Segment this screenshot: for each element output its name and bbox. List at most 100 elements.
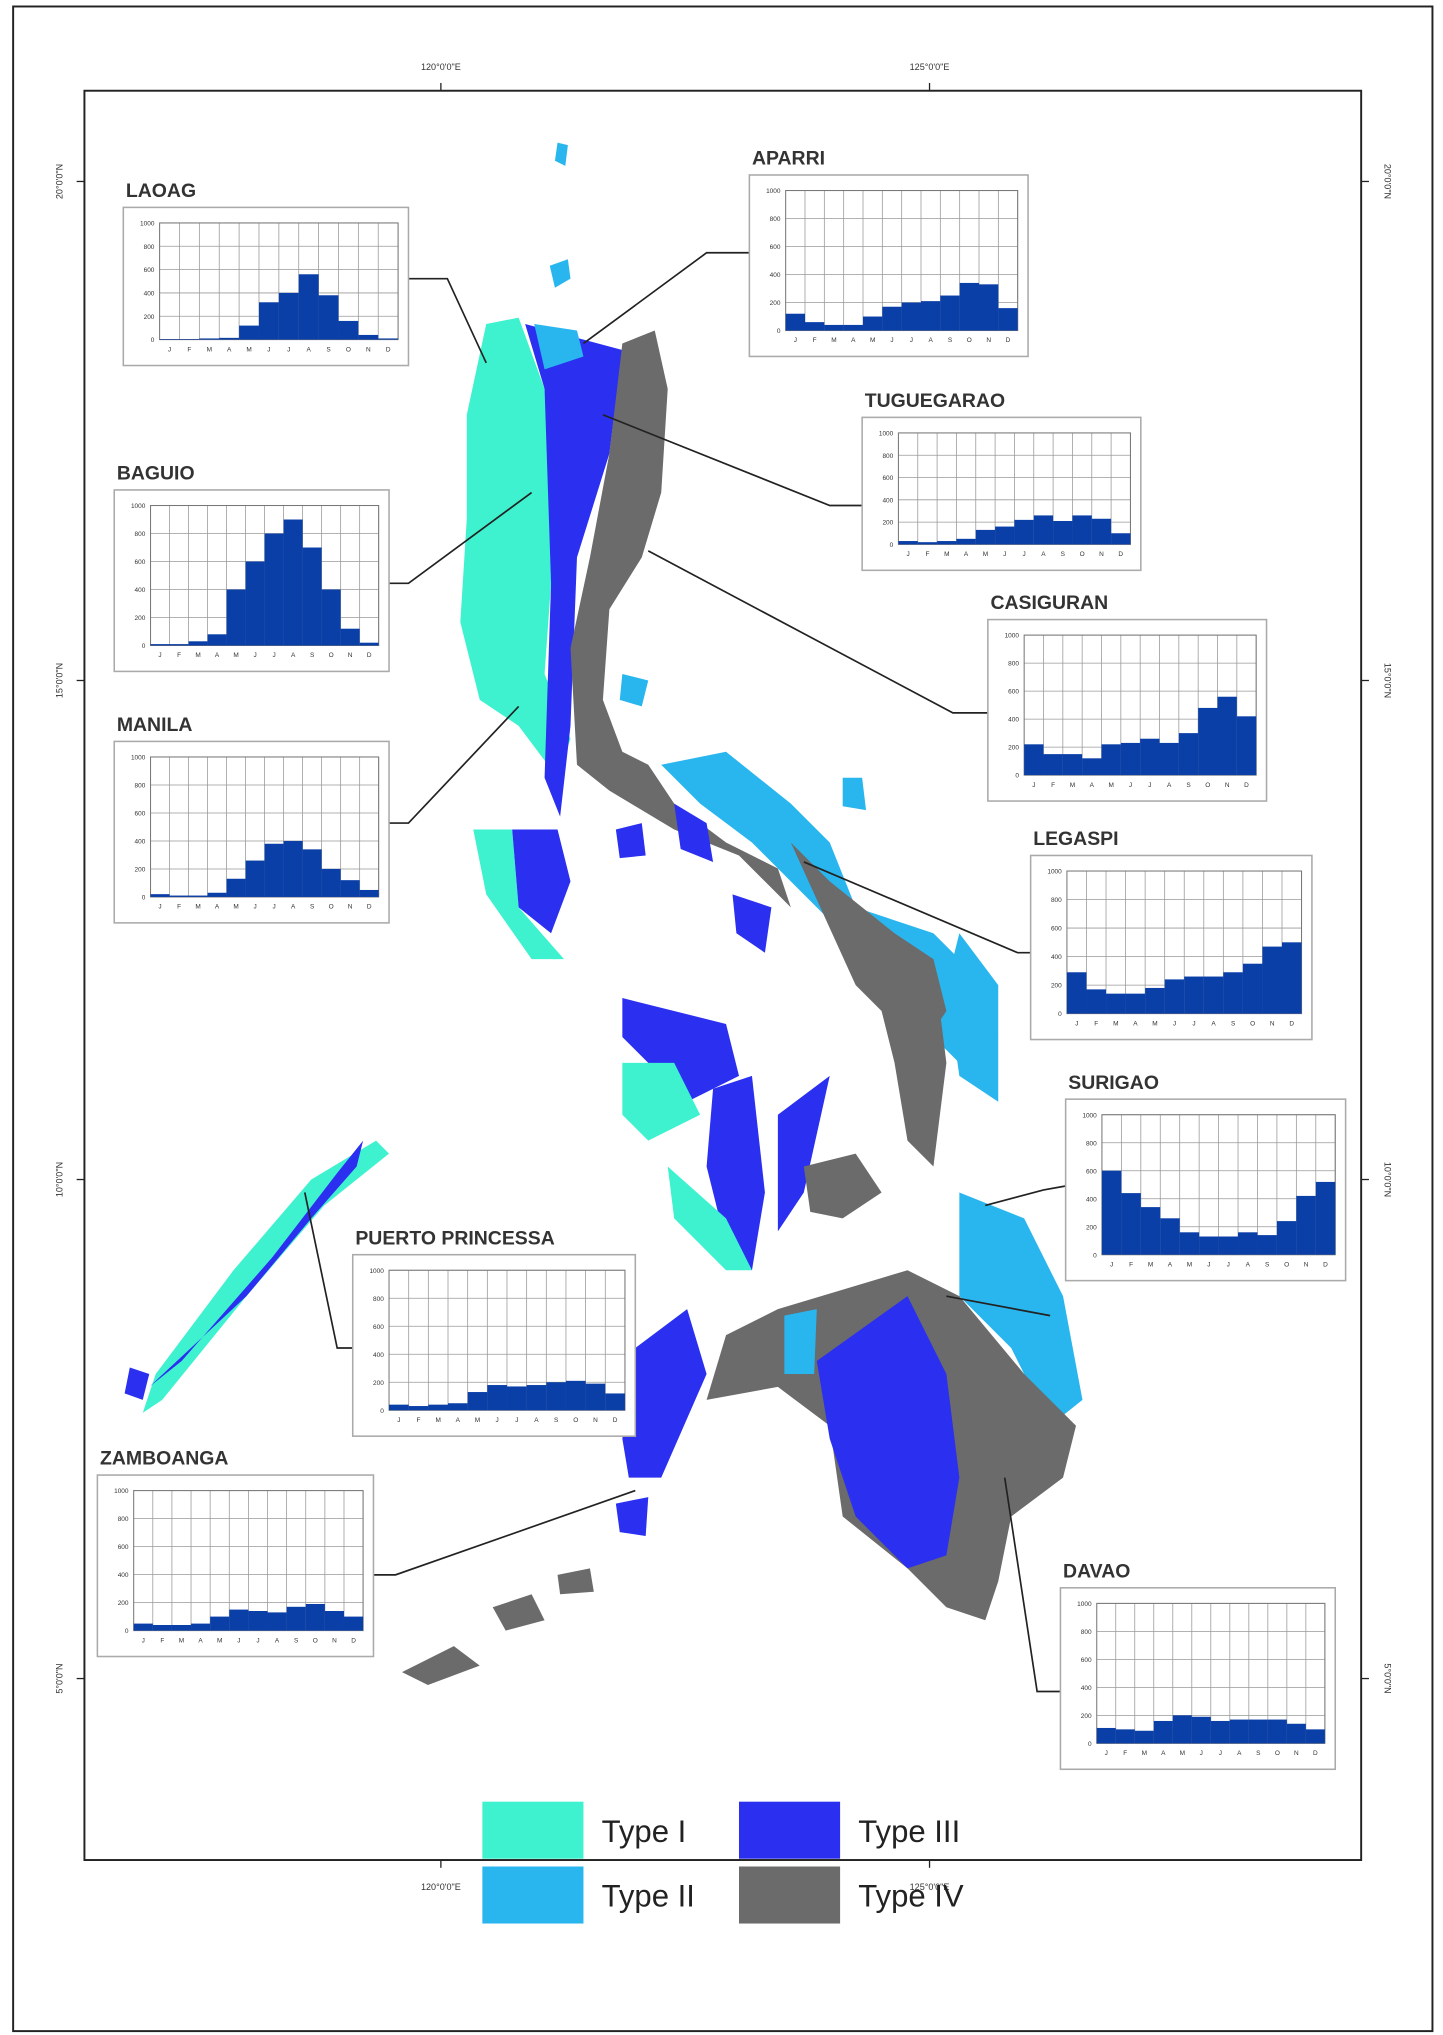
legend-swatch [482, 1866, 584, 1924]
bar [1257, 1235, 1277, 1255]
bar [1106, 993, 1126, 1014]
bar [1305, 1729, 1325, 1744]
bar [917, 542, 938, 545]
x-tick-label: A [964, 551, 969, 558]
bar [1179, 1232, 1200, 1255]
bar [207, 634, 227, 646]
x-tick-label: J [158, 652, 161, 659]
bar [975, 529, 996, 545]
x-tick-label: F [925, 551, 929, 558]
bar [169, 644, 189, 646]
x-tick-label: J [272, 904, 275, 911]
x-tick-label: J [1075, 1020, 1078, 1027]
x-tick-label: M [1070, 782, 1075, 789]
y-tick-label: 800 [144, 244, 155, 251]
x-tick-label: M [475, 1417, 480, 1424]
leader-line [303, 1192, 353, 1349]
y-tick-label: 200 [118, 1600, 129, 1607]
x-tick-label: M [233, 652, 238, 659]
legend-label: Type IV [858, 1879, 964, 1914]
x-tick-label: J [142, 1637, 145, 1644]
y-tick-label: 800 [1081, 1629, 1092, 1636]
bar [302, 547, 322, 646]
y-tick-label: 800 [882, 453, 893, 460]
bar [1014, 519, 1034, 545]
x-tick-label: S [310, 904, 315, 911]
bar [1086, 989, 1107, 1014]
y-tick-label: 1000 [131, 755, 146, 762]
chart-title: ZAMBOANGA [100, 1448, 229, 1470]
chart-box [861, 416, 1142, 572]
x-tick-label: M [233, 904, 238, 911]
x-tick-label: J [168, 346, 171, 353]
region [777, 1075, 830, 1232]
bar [318, 295, 339, 340]
bar [286, 1606, 306, 1631]
y-tick-label: 400 [144, 291, 155, 298]
bar [359, 642, 379, 646]
bar [1218, 1236, 1239, 1255]
x-tick-label: J [272, 652, 275, 659]
x-tick-label: F [1123, 1750, 1127, 1757]
inset-chart: MANILA 0 200 400 600 800 1000 J F M A M J J A S O N D [113, 714, 390, 924]
bar [340, 628, 360, 646]
y-tick-label: 0 [125, 1628, 129, 1635]
bar [1296, 1195, 1316, 1255]
x-tick-label: N [1304, 1261, 1309, 1268]
bar [1281, 942, 1302, 1014]
legend-swatch [482, 1801, 584, 1859]
legend: Type I Type II Type III Type IV [482, 1801, 964, 1924]
bar [245, 860, 265, 897]
latitude-label: 20°0'0"N [54, 164, 64, 199]
region [622, 998, 739, 1102]
bar [467, 1392, 488, 1411]
x-tick-label: J [1129, 782, 1132, 789]
bar [862, 316, 883, 331]
latitude-label: 5°0'0"N [54, 1663, 64, 1693]
bar [448, 1403, 468, 1411]
bar [324, 1610, 344, 1631]
inset-chart: LAOAG 0 200 400 600 800 1000 J F M A M J J A S O N D [122, 180, 410, 367]
y-tick-label: 800 [770, 216, 781, 223]
bar [1242, 963, 1263, 1014]
y-tick-label: 200 [135, 615, 146, 622]
x-tick-label: N [348, 652, 353, 659]
chart-title: DAVAO [1063, 1560, 1130, 1582]
y-tick-label: 1000 [1047, 869, 1062, 876]
legend-label: Type II [602, 1879, 695, 1914]
bar [219, 337, 240, 340]
y-tick-label: 200 [1081, 1713, 1092, 1720]
y-tick-label: 0 [1015, 773, 1019, 780]
bar [1120, 742, 1141, 776]
bar [824, 324, 844, 331]
x-tick-label: M [1108, 782, 1113, 789]
x-tick-label: A [1246, 1261, 1251, 1268]
y-tick-label: 0 [777, 328, 781, 335]
bar [546, 1382, 566, 1411]
bar [1066, 972, 1087, 1014]
x-tick-label: F [177, 652, 181, 659]
y-tick-label: 400 [770, 272, 781, 279]
x-tick-label: A [1211, 1020, 1216, 1027]
x-tick-label: O [1205, 782, 1210, 789]
chart-title: TUGUEGARAO [865, 390, 1005, 412]
longitude-label: 125°0'0"E [910, 1882, 950, 1892]
y-tick-label: 0 [890, 542, 894, 549]
y-tick-label: 1000 [766, 188, 781, 195]
bar [1217, 696, 1237, 776]
inset-chart: PUERTO PRINCESSA 0 200 400 600 800 1000 J F M A M J J… [351, 1227, 637, 1437]
x-tick-label: F [813, 337, 817, 344]
bar [226, 878, 246, 897]
x-tick-label: M [207, 346, 212, 353]
bar [338, 320, 359, 340]
x-tick-label: S [326, 346, 331, 353]
bar [506, 1386, 527, 1411]
chart-title: LAOAG [126, 180, 196, 202]
bar [898, 541, 918, 545]
y-tick-label: 400 [118, 1572, 129, 1579]
y-tick-label: 800 [1051, 897, 1062, 904]
bar [1276, 1221, 1297, 1255]
inset-chart: ZAMBOANGA 0 200 400 600 800 1000 J F M A M J J A S O N D [96, 1448, 375, 1658]
region [868, 933, 947, 1167]
x-tick-label: J [1105, 1750, 1108, 1757]
